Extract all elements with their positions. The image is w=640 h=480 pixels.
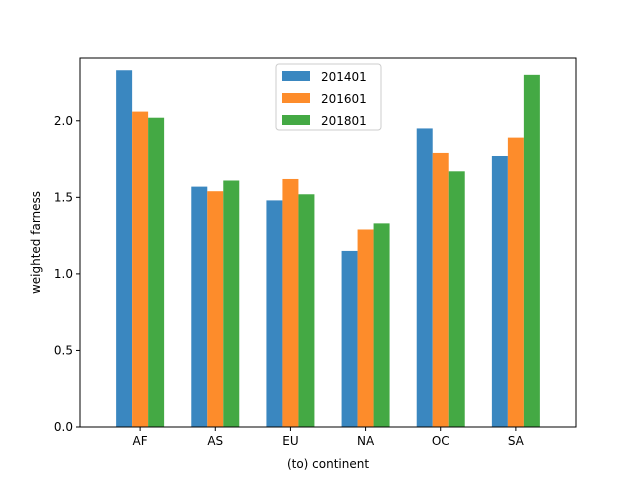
bar-eu-201801 [298, 194, 315, 427]
bar-na-201801 [373, 223, 390, 427]
x-tick-label-as: AS [207, 434, 223, 448]
y-tick-label: 1.0 [54, 267, 73, 281]
bar-na-201601 [357, 229, 374, 427]
x-tick-label-oc: OC [432, 434, 450, 448]
bar-oc-201401 [416, 128, 433, 428]
y-axis: 0.0 0.5 1.0 1.5 2.0 [54, 114, 80, 434]
x-tick-label-eu: EU [282, 434, 298, 448]
plot-frame [79, 57, 577, 428]
legend-label-201801: 201801 [321, 114, 367, 128]
legend-label-201601: 201601 [321, 92, 367, 106]
bar-na-201401 [341, 250, 358, 427]
y-tick-label: 0.0 [54, 420, 73, 434]
bar-sa-201601 [507, 137, 524, 427]
x-tick-label-sa: SA [508, 434, 525, 448]
bar-oc-201801 [448, 171, 465, 427]
legend-label-201401: 201401 [321, 70, 367, 84]
y-tick-label: 2.0 [54, 114, 73, 128]
bar-af-201401 [116, 70, 133, 427]
x-tick-label-af: AF [133, 434, 148, 448]
bar-eu-201401 [266, 200, 283, 427]
legend: 201401 201601 201801 [275, 63, 382, 131]
bar-as-201601 [207, 191, 224, 427]
bar-af-201801 [148, 117, 165, 428]
x-axis-label: (to) continent [287, 457, 369, 471]
legend-swatch-201401 [282, 71, 310, 81]
legend-swatch-201601 [282, 93, 310, 103]
bar-oc-201601 [432, 152, 449, 428]
bar-as-201401 [191, 186, 208, 427]
bar-sa-201801 [523, 74, 540, 428]
y-axis-label: weighted farness [29, 191, 43, 294]
y-tick-label: 1.5 [54, 190, 73, 204]
bar-eu-201601 [282, 178, 299, 427]
x-axis: AF AS EU NA OC SA [133, 427, 525, 448]
legend-swatch-201801 [282, 115, 310, 125]
bar-as-201801 [223, 180, 240, 427]
y-tick-label: 0.5 [54, 343, 73, 357]
bars-layer [116, 70, 540, 428]
bar-sa-201401 [491, 155, 508, 427]
x-tick-label-na: NA [357, 434, 375, 448]
bar-af-201601 [132, 111, 149, 428]
